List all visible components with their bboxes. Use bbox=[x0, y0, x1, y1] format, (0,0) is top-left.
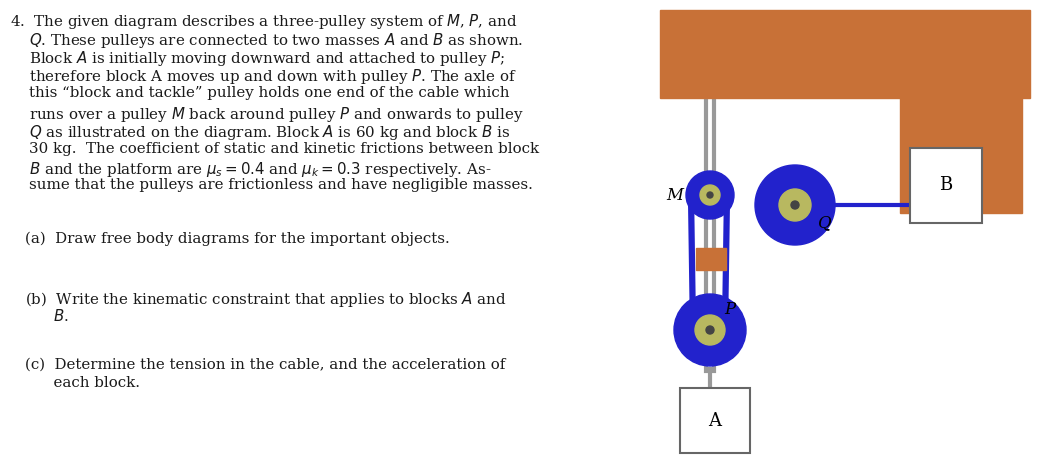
Text: $B$.: $B$. bbox=[25, 308, 70, 324]
Text: Block $A$ is initially moving downward and attached to pulley $P$;: Block $A$ is initially moving downward a… bbox=[10, 49, 506, 68]
Text: runs over a pulley $M$ back around pulley $P$ and onwards to pulley: runs over a pulley $M$ back around pulle… bbox=[10, 105, 524, 123]
Text: $Q$. These pulleys are connected to two masses $A$ and $B$ as shown.: $Q$. These pulleys are connected to two … bbox=[10, 31, 523, 49]
Circle shape bbox=[686, 171, 734, 219]
Text: 4.  The given diagram describes a three-pulley system of $M$, $P$, and: 4. The given diagram describes a three-p… bbox=[10, 12, 517, 31]
Circle shape bbox=[695, 315, 725, 345]
Text: $B$ and the platform are $\mu_s = 0.4$ and $\mu_k = 0.3$ respectively. As-: $B$ and the platform are $\mu_s = 0.4$ a… bbox=[10, 160, 491, 179]
Text: A: A bbox=[709, 412, 721, 430]
Bar bbox=[696, 248, 726, 270]
Text: Q: Q bbox=[818, 214, 831, 232]
Circle shape bbox=[706, 326, 714, 334]
Text: therefore block A moves up and down with pulley $P$. The axle of: therefore block A moves up and down with… bbox=[10, 67, 517, 87]
Text: sume that the pulleys are frictionless and have negligible masses.: sume that the pulleys are frictionless a… bbox=[10, 179, 532, 193]
Circle shape bbox=[700, 185, 720, 205]
Circle shape bbox=[674, 294, 746, 366]
Bar bbox=[660, 10, 1030, 98]
Circle shape bbox=[778, 189, 811, 221]
Text: 30 kg.  The coefficient of static and kinetic frictions between block: 30 kg. The coefficient of static and kin… bbox=[10, 141, 539, 155]
Bar bbox=[680, 388, 750, 453]
Text: (a)  Draw free body diagrams for the important objects.: (a) Draw free body diagrams for the impo… bbox=[25, 232, 449, 246]
Text: B: B bbox=[939, 177, 953, 195]
Bar bbox=[910, 148, 982, 223]
Text: (c)  Determine the tension in the cable, and the acceleration of: (c) Determine the tension in the cable, … bbox=[25, 358, 506, 372]
Bar bbox=[900, 98, 1022, 213]
Text: each block.: each block. bbox=[25, 376, 140, 390]
Text: M: M bbox=[666, 187, 683, 203]
Text: P: P bbox=[725, 301, 736, 318]
Text: this “block and tackle” pulley holds one end of the cable which: this “block and tackle” pulley holds one… bbox=[10, 86, 510, 100]
Circle shape bbox=[791, 201, 799, 209]
Circle shape bbox=[755, 165, 835, 245]
Text: (b)  Write the kinematic constraint that applies to blocks $A$ and: (b) Write the kinematic constraint that … bbox=[25, 290, 507, 309]
Text: $Q$ as illustrated on the diagram. Block $A$ is 60 kg and block $B$ is: $Q$ as illustrated on the diagram. Block… bbox=[10, 123, 510, 142]
Circle shape bbox=[707, 192, 713, 198]
